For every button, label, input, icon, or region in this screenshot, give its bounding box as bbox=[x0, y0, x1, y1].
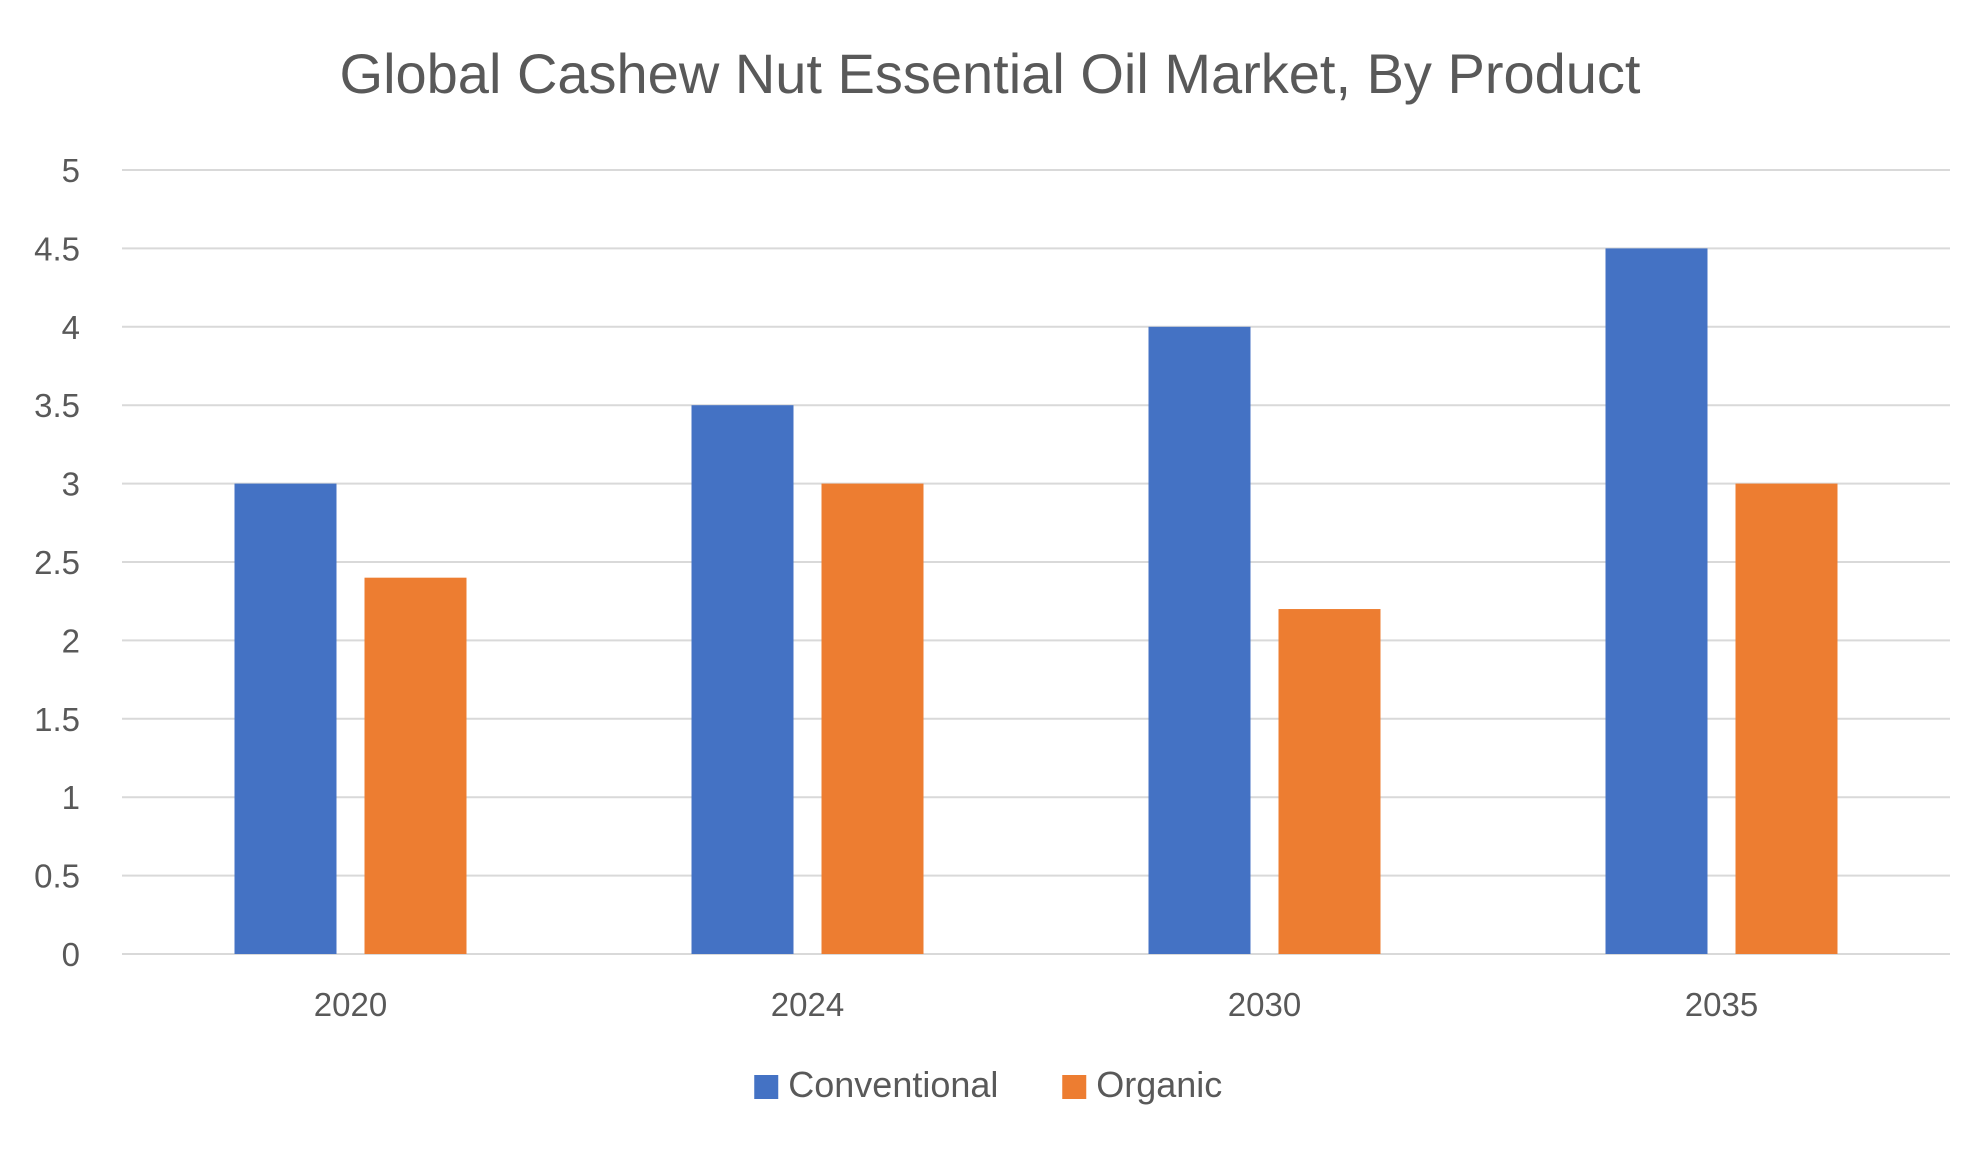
legend-label-organic: Organic bbox=[1096, 1064, 1222, 1105]
bar-conventional-2020 bbox=[234, 483, 337, 954]
y-tick-label: 3.5 bbox=[34, 387, 80, 424]
y-tick-label: 1 bbox=[62, 779, 80, 816]
x-tick-label: 2020 bbox=[314, 986, 387, 1023]
y-tick-label: 2.5 bbox=[34, 544, 80, 581]
bar-organic-2020 bbox=[364, 577, 467, 954]
x-tick-label: 2030 bbox=[1228, 986, 1301, 1023]
y-tick-label: 2 bbox=[62, 622, 80, 659]
y-tick-label: 5 bbox=[62, 152, 80, 189]
bars bbox=[234, 248, 1838, 954]
legend: Conventional Organic bbox=[754, 1064, 1222, 1105]
x-tick-label: 2024 bbox=[771, 986, 844, 1023]
bar-conventional-2024 bbox=[691, 405, 794, 954]
y-tick-label: 3 bbox=[62, 466, 80, 503]
y-tick-label: 4.5 bbox=[34, 230, 80, 267]
x-axis-ticks: 2020 2024 2030 2035 bbox=[314, 986, 1758, 1023]
legend-swatch-conventional bbox=[754, 1075, 779, 1099]
bar-organic-2030 bbox=[1278, 609, 1381, 954]
legend-swatch-organic bbox=[1062, 1075, 1087, 1099]
y-tick-label: 4 bbox=[62, 309, 80, 346]
y-tick-label: 1.5 bbox=[34, 701, 80, 738]
legend-label-conventional: Conventional bbox=[788, 1064, 998, 1105]
y-tick-label: 0.5 bbox=[34, 858, 80, 895]
bar-conventional-2030 bbox=[1148, 326, 1251, 954]
x-tick-label: 2035 bbox=[1685, 986, 1758, 1023]
y-tick-label: 0 bbox=[62, 936, 80, 973]
bar-conventional-2035 bbox=[1605, 248, 1708, 954]
bar-organic-2035 bbox=[1735, 483, 1838, 954]
bar-organic-2024 bbox=[821, 483, 924, 954]
y-axis-ticks: 0 0.5 1 1.5 2 2.5 3 3.5 4 4.5 5 bbox=[34, 152, 80, 973]
chart-title: Global Cashew Nut Essential Oil Market, … bbox=[340, 42, 1641, 105]
